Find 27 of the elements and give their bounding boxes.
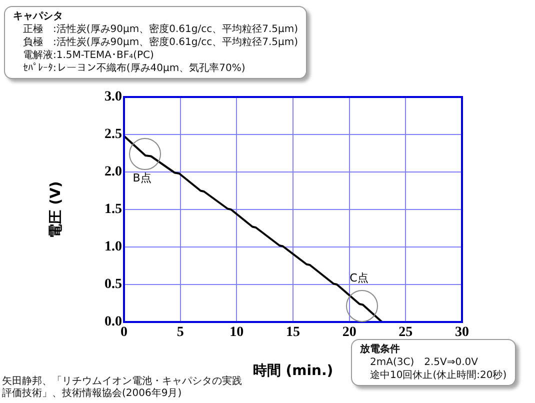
y-tick-label: 1.0 xyxy=(104,240,122,255)
x-tick-label: 30 xyxy=(455,325,469,340)
text: 電解液:1.5M-TEMA･BF₄(PC) xyxy=(22,49,155,62)
y-tick-label: 2.5 xyxy=(104,127,122,142)
x-tick-label: 5 xyxy=(176,325,184,340)
y-tick-label: 0.5 xyxy=(104,277,122,292)
annotation: C点 xyxy=(350,270,368,286)
annotation: B点 xyxy=(132,170,152,186)
y-tick-label: 1.5 xyxy=(104,202,122,218)
text: 放電条件 xyxy=(360,343,401,356)
y-tick-label: 2.0 xyxy=(104,164,122,180)
text: 負極 :活性炭(厚み90μm、密度0.61g/cc、平均粒径7.5μm) xyxy=(22,36,298,49)
x-tick-label: 0 xyxy=(120,325,128,340)
y-axis-title: 電圧 (V) xyxy=(48,181,64,238)
x-tick-label: 25 xyxy=(398,325,413,340)
text: 2mA(3C) 2.5V⇒0.0V xyxy=(369,356,479,369)
text: 矢田静邦、「リチウムイオン電池・キャパシタの実践評価技術」、技術情報協会(2006年9月) xyxy=(2,376,242,400)
x-axis-title: 時間 (min.) xyxy=(252,363,334,380)
text: キャパシタ xyxy=(13,10,64,23)
x-tick-label: 20 xyxy=(342,325,356,340)
text: ｾﾊﾟﾚｰﾀ:レーヨン不織布(厚み40μm、気孔率70%) xyxy=(22,62,246,75)
y-tick-label: 0.0 xyxy=(104,314,122,330)
text: 正極 :活性炭(厚み90μm、密度0.61g/cc、平均粒径7.5μm) xyxy=(22,23,298,36)
x-tick-label: 10 xyxy=(230,325,244,340)
x-tick-label: 15 xyxy=(286,325,300,340)
text: 途中10回休止(休止時間:20秒) xyxy=(369,369,507,382)
y-tick-label: 3.0 xyxy=(104,90,122,105)
